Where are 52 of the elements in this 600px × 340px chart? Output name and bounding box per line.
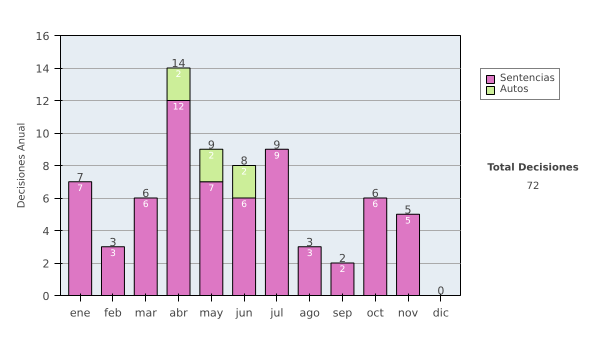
data-label: 7 [77,184,84,194]
x-tick-label: dic [432,306,449,320]
total-label: 7 [76,170,84,184]
x-tick-label: ene [70,306,91,320]
data-label: 2 [208,151,214,162]
total-label: 9 [273,138,280,152]
y-tick-label: 16 [36,30,50,43]
x-tick-label: sep [332,306,352,320]
text: 72 [526,180,540,192]
data-label: 6 [372,200,378,210]
total-label: 3 [306,236,314,249]
y-tick-label: 8 [42,160,50,173]
data-label: 2 [340,265,346,275]
total-label: 6 [142,187,150,200]
x-tick-label: nov [398,306,419,320]
total-label: 2 [338,252,346,265]
legend-label: Autos [500,84,528,95]
data-label: 5 [405,216,411,226]
data-label: 2 [241,168,247,178]
x-tick-label: mar [134,306,158,320]
y-tick-label: 0 [42,290,50,303]
data-label: 2 [176,70,182,80]
data-label: 3 [110,248,116,259]
text: Total Decisiones [487,162,579,174]
data-label: 7 [208,184,214,194]
total-label: 14 [172,57,186,70]
data-label: 9 [274,151,280,162]
total-label: 8 [240,154,248,168]
y-tick-label: 10 [36,128,50,140]
x-tick-label: feb [104,306,122,320]
x-tick-label: oct [366,306,384,320]
total-label: 6 [372,187,379,200]
total-label: 0 [437,284,444,298]
y-tick-label: 2 [42,258,50,270]
x-tick-label: may [199,306,224,320]
total-label: 5 [404,203,412,216]
data-label: 6 [142,200,149,210]
legend-label: Sentencias [500,73,555,84]
y-axis-title: Decisiones Anual [16,122,28,208]
data-label: 12 [172,102,184,112]
y-tick-label: 12 [36,95,50,108]
x-tick-label: jun [234,306,253,320]
x-tick-label: abr [169,306,188,320]
x-tick-label: ago [299,306,320,320]
data-label: 3 [306,248,313,259]
y-tick-label: 14 [36,62,50,76]
y-tick-label: 6 [42,192,50,206]
total-label: 9 [208,138,215,152]
total-label: 3 [109,236,116,249]
data-label: 6 [241,200,248,210]
y-tick-label: 4 [42,225,50,238]
x-tick-label: jul [269,306,284,320]
